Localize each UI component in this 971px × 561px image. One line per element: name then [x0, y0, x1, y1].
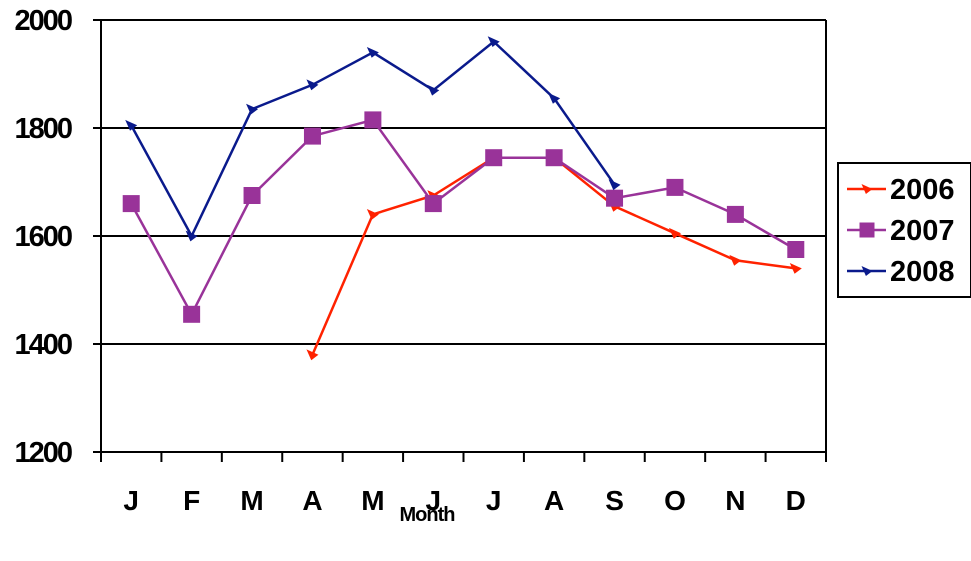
series-2007: [123, 111, 805, 322]
data-point: [306, 79, 318, 90]
series-line: [131, 120, 796, 314]
data-point: [123, 195, 140, 212]
y-tick-labels: 1200 1400 1600 1800 2000: [14, 5, 71, 469]
x-axis-title: Month: [400, 504, 455, 526]
legend-label: 2007: [890, 215, 955, 247]
y-tick-label: 1600: [14, 221, 71, 253]
series-line: [131, 42, 614, 236]
data-point: [183, 306, 200, 323]
y-tick-label: 1400: [14, 329, 71, 361]
x-tick-label: O: [664, 485, 686, 516]
data-point: [727, 206, 744, 223]
series-line: [312, 158, 795, 355]
data-point: [729, 255, 741, 266]
series-2008: [125, 36, 620, 241]
data-point: [546, 149, 563, 166]
y-tick-label: 2000: [14, 5, 71, 37]
data-point: [666, 179, 683, 196]
legend-label: 2006: [890, 174, 955, 206]
data-point: [306, 349, 318, 360]
data-point: [860, 223, 875, 238]
data-point: [609, 179, 621, 190]
legend: 2006 2007 2008: [838, 163, 971, 297]
series-lines: [123, 36, 805, 360]
y-tick-label: 1200: [14, 437, 71, 469]
x-tick-label: J: [486, 485, 502, 516]
x-tick-label: A: [302, 485, 322, 516]
data-point: [246, 104, 258, 115]
x-tick-label: N: [725, 485, 745, 516]
x-tick-label: M: [361, 485, 384, 516]
data-point: [606, 190, 623, 207]
data-point: [425, 195, 442, 212]
data-point: [367, 209, 379, 220]
x-tick-label: A: [544, 485, 564, 516]
data-point: [304, 128, 321, 145]
y-tick-label: 1800: [14, 113, 71, 145]
data-point: [244, 187, 261, 204]
x-tick-label: F: [183, 485, 200, 516]
x-tick-label: M: [240, 485, 263, 516]
data-point: [787, 241, 804, 258]
x-tick-label: S: [605, 485, 624, 516]
data-point: [485, 149, 502, 166]
data-point: [364, 111, 381, 128]
data-point: [548, 93, 560, 104]
x-tick-label: D: [786, 485, 806, 516]
legend-label: 2008: [890, 256, 955, 288]
axes: [93, 20, 826, 462]
data-point: [125, 120, 137, 131]
x-tick-label: J: [123, 485, 139, 516]
series-2006: [306, 152, 801, 360]
data-point: [669, 228, 681, 239]
